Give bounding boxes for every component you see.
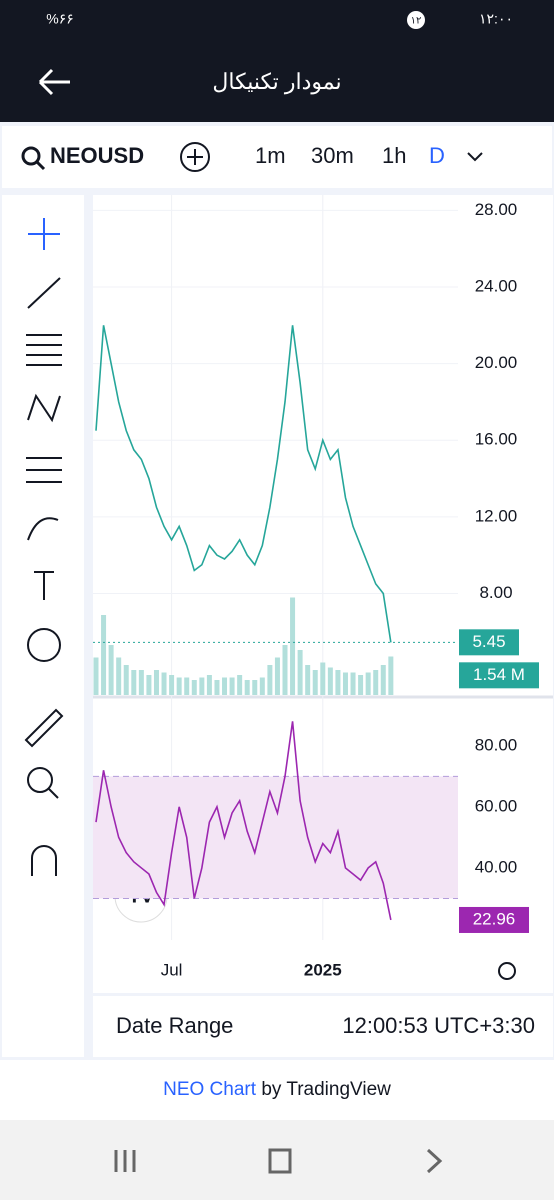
y-tick-label: 20.00 [475, 353, 518, 372]
volume-bar [297, 650, 303, 695]
volume-bar [101, 615, 107, 695]
volume-bar [237, 675, 243, 695]
volume-bar [191, 680, 197, 695]
volume-bar [93, 657, 99, 695]
volume-bar [108, 645, 114, 695]
volume-bar [388, 656, 394, 695]
badge-bg [407, 11, 425, 29]
footer-text: NEO Chart by TradingView [163, 1079, 391, 1100]
toolbar [2, 126, 552, 188]
dropdown[interactable] [467, 152, 483, 162]
rsi-tick-label: 40.00 [475, 857, 518, 876]
price-line [95, 325, 392, 643]
rsi-line [95, 721, 392, 921]
clock: ۱۲:۰۰ [479, 11, 513, 27]
bottom-bar [93, 996, 553, 1057]
brand[interactable]: NEO Chart [163, 1079, 257, 1100]
x-tick-label: Jul [161, 960, 183, 979]
volume-bar [123, 665, 129, 695]
volume-bar [259, 677, 265, 695]
volume-bar [252, 680, 258, 695]
volume-bar [146, 675, 152, 695]
volume-bar [169, 675, 175, 695]
volume-bar [267, 665, 273, 695]
nav-bar [0, 1120, 554, 1200]
volume-bar [184, 677, 190, 695]
y-tick-label: 24.00 [475, 276, 518, 295]
interval[interactable]: D [429, 143, 445, 168]
volume-bar [222, 677, 228, 695]
volume-bar [327, 667, 333, 695]
tool-icons [24, 218, 64, 876]
search-icon[interactable] [21, 146, 41, 166]
volume-bar [312, 670, 318, 695]
rsi-label: 22.96 [473, 909, 516, 928]
volume-bar [380, 665, 386, 695]
volume-bar [214, 680, 220, 695]
volume-bar [365, 672, 371, 695]
interval[interactable]: 30m [311, 143, 354, 168]
volume-bar [282, 645, 288, 695]
interval[interactable]: 1h [382, 143, 406, 168]
volume-bar [358, 675, 364, 695]
volume-bar [305, 665, 311, 695]
volume-bar [373, 670, 379, 695]
volume-bar [161, 672, 167, 695]
price-tag [459, 629, 519, 656]
price-label: 5.45 [472, 632, 505, 651]
battery: %۶۶ [46, 11, 74, 27]
volume-bar [138, 670, 144, 695]
volume-bar [320, 662, 326, 695]
rsi-tag [459, 906, 529, 933]
volume-bar [274, 657, 280, 695]
tools [2, 195, 84, 1057]
rsi-tick-label: 80.00 [475, 735, 518, 754]
app-bar [0, 0, 554, 122]
back-button[interactable] [38, 68, 70, 96]
title: نمودار تکنیکال [212, 69, 341, 95]
volume-bar [350, 672, 356, 695]
rsi-band [93, 776, 458, 899]
rsi-tick-label: 60.00 [475, 796, 518, 815]
volume-bar [131, 670, 137, 695]
footer [0, 1060, 554, 1120]
volume-bar [176, 677, 182, 695]
volume-label: 1.54 M [473, 665, 525, 684]
nav-icons[interactable] [114, 1148, 443, 1174]
y-tick-label: 16.00 [475, 430, 518, 449]
volume-bar [335, 670, 341, 695]
y-tick-label: 12.00 [475, 506, 518, 525]
volume-bar [244, 680, 250, 695]
y-tick-label: 8.00 [479, 583, 512, 602]
x-tick-label: 2025 [304, 960, 342, 979]
volume-tag [459, 662, 539, 689]
badge: ۱۲ [411, 16, 422, 27]
volume-bar [153, 670, 159, 695]
volume-bar [206, 675, 212, 695]
add[interactable] [180, 142, 210, 172]
volume-bar [342, 672, 348, 695]
by: by TradingView [261, 1079, 391, 1100]
volume-bar [229, 677, 235, 695]
settings[interactable] [498, 962, 516, 980]
symbol[interactable]: NEOUSD [50, 143, 144, 168]
volume-bar [199, 677, 205, 695]
interval[interactable]: 1m [255, 143, 286, 168]
date-range[interactable]: Date Range [116, 1013, 233, 1038]
y-tick-label: 28.00 [475, 200, 518, 219]
volume-bar [116, 657, 122, 695]
volume-bar [290, 597, 296, 695]
time: 12:00:53 UTC+3:30 [342, 1013, 535, 1038]
